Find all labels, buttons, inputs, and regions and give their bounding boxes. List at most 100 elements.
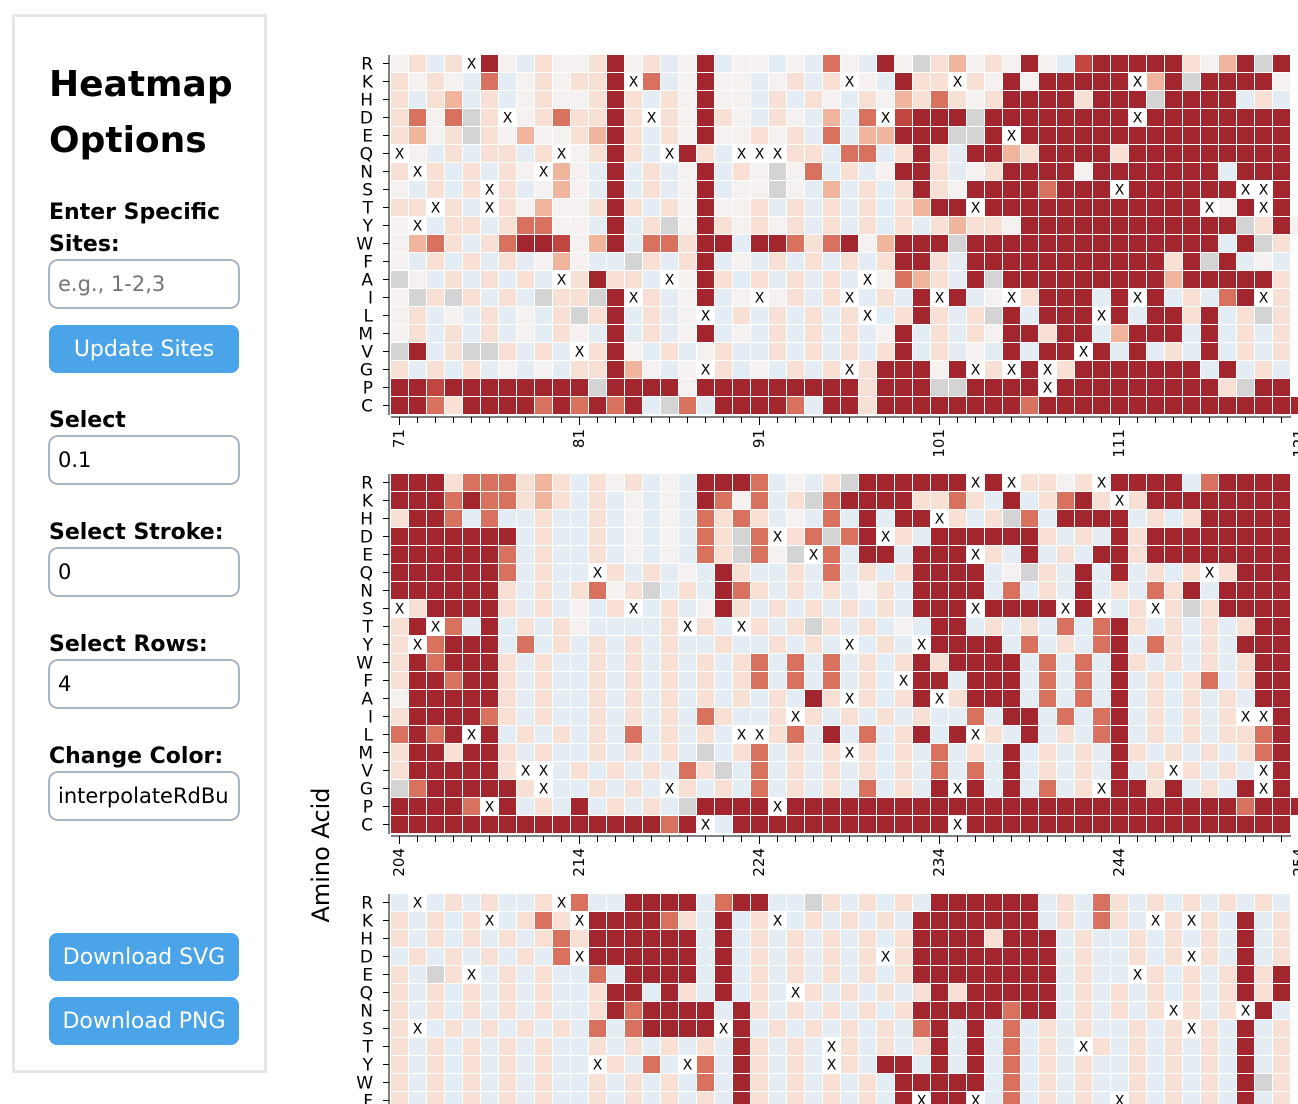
heatmap-cell (859, 1020, 876, 1037)
heatmap-cell (823, 325, 840, 342)
heatmap-cell (985, 546, 1002, 563)
heatmap-cell (715, 948, 732, 965)
heatmap-cell (859, 1038, 876, 1055)
heatmap-cell (391, 654, 408, 671)
heatmap-cell (607, 343, 624, 360)
heatmap-cell (1219, 217, 1236, 234)
heatmap-cell (1165, 654, 1182, 671)
heatmap-cell (661, 1074, 678, 1091)
color-input[interactable] (48, 771, 240, 821)
heatmap-cell (751, 654, 768, 671)
heatmap-cell (1057, 109, 1074, 126)
heatmap-cell (1147, 1038, 1164, 1055)
heatmap-cell (499, 984, 516, 1001)
heatmap-cell (913, 690, 930, 707)
heatmap-cell (1147, 474, 1164, 491)
heatmap-cell (895, 271, 912, 288)
padding-input[interactable] (48, 435, 240, 485)
heatmap-cell (1147, 654, 1164, 671)
heatmap-cell (751, 816, 768, 833)
stroke-input[interactable] (48, 547, 240, 597)
heatmap-cell (1093, 762, 1110, 779)
heatmap-cell (841, 253, 858, 270)
missing-label: X (1259, 291, 1269, 307)
heatmap-cell (1255, 361, 1272, 378)
heatmap-cell (445, 618, 462, 635)
missing-label: X (1097, 782, 1107, 798)
heatmap-cell (1201, 361, 1218, 378)
heatmap-cell (1183, 690, 1200, 707)
heatmap-cell (877, 199, 894, 216)
heatmap-cell (931, 343, 948, 360)
heatmap-cell (733, 217, 750, 234)
missing-label: X (971, 201, 981, 217)
missing-label: X (1079, 345, 1089, 361)
heatmap-cell (967, 966, 984, 983)
update-button[interactable]: Update Sites (49, 325, 239, 373)
heatmap-cell (769, 1038, 786, 1055)
heatmap-cell (391, 1002, 408, 1019)
heatmap-cell (1021, 217, 1038, 234)
heatmap-cell (1003, 379, 1020, 396)
heatmap-cell (607, 948, 624, 965)
heatmap-cell (1147, 930, 1164, 947)
heatmap-cell (445, 343, 462, 360)
heatmap-cell (1039, 672, 1056, 689)
heatmap-cell (499, 1020, 516, 1037)
heatmap-cell (769, 984, 786, 1001)
heatmap-cell (733, 546, 750, 563)
heatmap-cell (517, 1020, 534, 1037)
heatmap-cell (1237, 726, 1254, 743)
missing-label: X (629, 602, 639, 618)
heatmap-cell (1165, 1092, 1182, 1104)
heatmap-cell (481, 397, 498, 414)
heatmap-cell (895, 672, 912, 689)
heatmap-cell (1273, 127, 1290, 144)
download-svg-button[interactable]: Download SVG (49, 933, 239, 981)
heatmap-cell (1237, 894, 1254, 911)
heatmap-cell (787, 672, 804, 689)
heatmap-cell (409, 55, 426, 72)
heatmap-cell (445, 199, 462, 216)
heatmap-cell (1165, 1074, 1182, 1091)
heatmap-cell (1075, 948, 1092, 965)
heatmap-cell (571, 510, 588, 527)
heatmap-cell (895, 894, 912, 911)
heatmap-cell (1147, 253, 1164, 270)
heatmap-cell (535, 618, 552, 635)
heatmap-cell (787, 636, 804, 653)
heatmap-cell (1255, 235, 1272, 252)
heatmap-cell (427, 307, 444, 324)
heatmap-cell (1039, 474, 1056, 491)
heatmap-cell (481, 582, 498, 599)
heatmap-cell (949, 600, 966, 617)
heatmap-cell (625, 474, 642, 491)
heatmap-cell (841, 343, 858, 360)
heatmap-cell (1093, 474, 1110, 491)
heatmap-cell (607, 145, 624, 162)
rows-label: Select Rows: (49, 632, 208, 657)
heatmap-cell (967, 217, 984, 234)
heatmap-cell (625, 217, 642, 234)
heatmap-cell (499, 379, 516, 396)
heatmap-cell (1291, 397, 1298, 414)
heatmap-cell (1165, 510, 1182, 527)
missing-label: X (413, 165, 423, 181)
sites-input[interactable] (48, 259, 240, 309)
rows-input[interactable] (48, 659, 240, 709)
heatmap-cell (1129, 343, 1146, 360)
heatmap-cell (931, 55, 948, 72)
heatmap-cell (1183, 163, 1200, 180)
heatmap-cell (1093, 1002, 1110, 1019)
stroke-label: Select Stroke: (49, 520, 224, 545)
heatmap-cell (1183, 948, 1200, 965)
heatmap-cell (697, 798, 714, 815)
download-png-button[interactable]: Download PNG (49, 997, 239, 1045)
heatmap-cell (949, 618, 966, 635)
heatmap-cell (697, 726, 714, 743)
heatmap-cell (535, 492, 552, 509)
heatmap-cell (499, 894, 516, 911)
heatmap-cell (787, 73, 804, 90)
heatmap-cell (1273, 307, 1290, 324)
heatmap-cell (895, 235, 912, 252)
